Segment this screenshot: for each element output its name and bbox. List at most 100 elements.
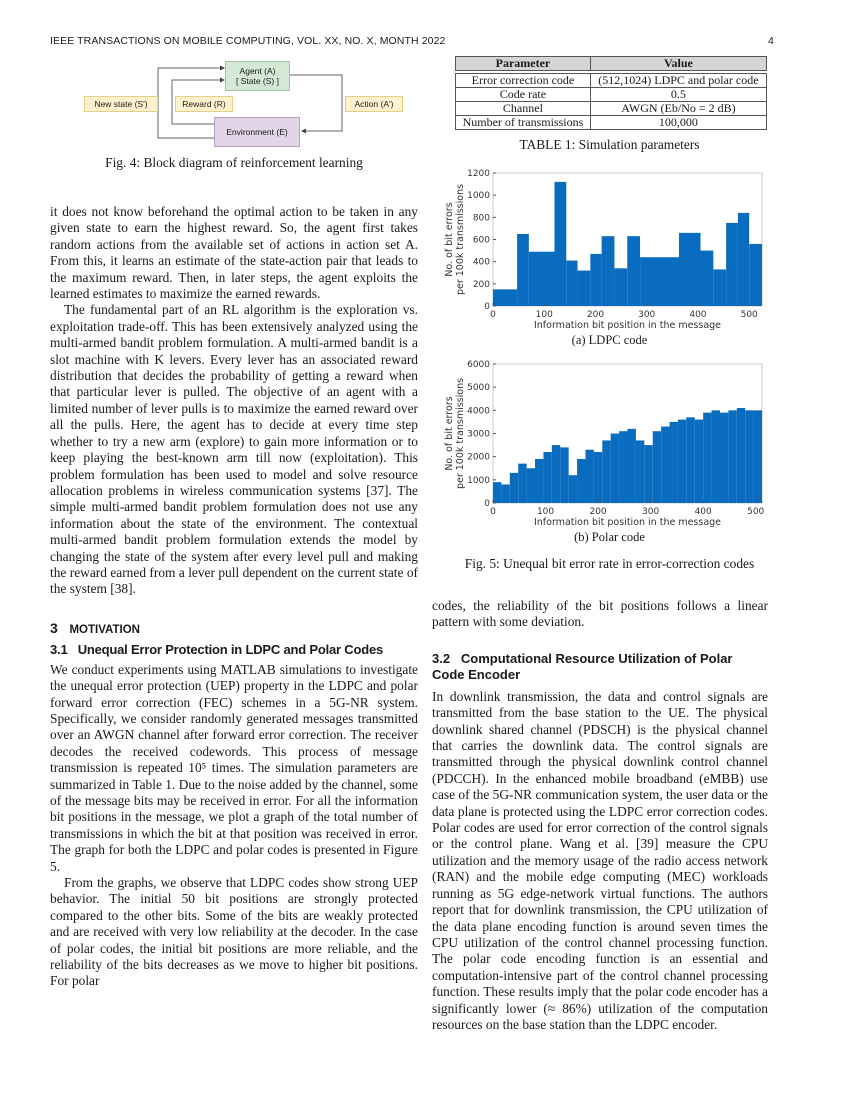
agent-box: Agent (A)[ State (S) ] (225, 61, 290, 91)
ldpc-bit-error-chart: 0 100 200 300 400 500 0 200 400 600 800 1000 1200 Inf… (444, 169, 763, 331)
table-row: Channel AWGN (Eb/No = 2 dB) (455, 101, 768, 116)
bar (644, 445, 653, 503)
x-tick-label: 0 (490, 310, 496, 320)
paragraph: The fundamental part of an RL algorithm … (50, 302, 418, 597)
y-tick-label: 4000 (467, 406, 490, 416)
section-number: 3 (50, 619, 58, 636)
bar (535, 458, 544, 503)
bar (677, 419, 687, 503)
y-axis-label-line2: per 100k transmissions (455, 184, 466, 295)
bar (737, 212, 750, 306)
cell: Channel (455, 101, 591, 116)
section-3-2-heading: 3.2 Computational Resource Utilization o… (432, 650, 737, 682)
bar (518, 463, 527, 503)
y-tick-label: 400 (473, 258, 490, 268)
y-tick-label: 1000 (467, 476, 490, 486)
bar (610, 433, 620, 503)
cell: 100,000 (589, 115, 768, 130)
reward-label: Reward (R) (175, 96, 233, 112)
right-column: codes, the reliability of the bit positi… (432, 598, 768, 1033)
y-axis-label-line2: per 100k transmissions (455, 378, 466, 489)
bar (726, 222, 738, 306)
bar (593, 452, 603, 503)
bar (749, 243, 762, 306)
table-1-caption: TABLE 1: Simulation parameters (519, 137, 700, 152)
bar (694, 419, 704, 503)
bar (551, 445, 561, 503)
bar (554, 181, 567, 306)
bar (745, 410, 754, 503)
table-row: Code rate 0.5 (455, 87, 768, 102)
bar (493, 482, 502, 503)
y-tick-label: 2000 (467, 453, 490, 463)
action-label: Action (A') (345, 96, 403, 112)
bar (627, 428, 636, 503)
environment-box: Environment (E) (214, 117, 300, 147)
bar (560, 447, 569, 503)
y-tick-label: 800 (473, 213, 490, 223)
x-tick-label: 300 (638, 310, 655, 320)
header-value: Value (589, 56, 768, 71)
bar (585, 449, 594, 503)
bar (493, 289, 518, 306)
bar (753, 410, 762, 503)
bar (509, 472, 519, 503)
y-axis-label-line1: No. of bit errors (444, 396, 455, 470)
cell: 0.5 (589, 87, 768, 102)
x-tick-label: 400 (695, 507, 712, 517)
x-tick-label: 200 (589, 507, 606, 517)
x-axis-label: Information bit position in the message (534, 320, 721, 331)
bar (736, 408, 746, 503)
table-row: Number of transmissions 100,000 (455, 115, 768, 130)
y-tick-label: 600 (473, 236, 490, 246)
bar (711, 410, 720, 503)
bar (703, 412, 712, 503)
polar-subcaption: (b) Polar code (574, 530, 645, 544)
x-tick-label: 100 (536, 310, 553, 320)
bar (627, 236, 641, 306)
bar (566, 260, 578, 306)
bar (614, 268, 628, 306)
cell: Number of transmissions (455, 115, 591, 130)
bar (568, 475, 578, 503)
bar (661, 426, 670, 503)
left-column: it does not know beforehand the optimal … (50, 204, 418, 990)
section-3-1-heading: 3.1 Unequal Error Protection in LDPC and… (50, 641, 384, 657)
x-tick-label: 300 (642, 507, 659, 517)
table-row: Error correction code (512,1024) LDPC and… (455, 73, 768, 88)
y-tick-label: 0 (484, 499, 490, 509)
x-tick-label: 200 (587, 310, 604, 320)
bar (602, 440, 611, 503)
y-tick-label: 6000 (467, 360, 490, 370)
bar (577, 458, 586, 503)
x-axis-label: Information bit position in the message (534, 517, 721, 528)
bar (590, 253, 602, 306)
section-3-heading: 3 Motivation (50, 620, 418, 636)
y-axis-label-line1: No. of bit errors (444, 202, 455, 276)
header-parameter: Parameter (455, 56, 591, 71)
y-tick-label: 200 (473, 280, 490, 290)
bar (669, 421, 678, 503)
bar (528, 251, 555, 306)
cell: (512,1024) LDPC and polar code (589, 73, 768, 88)
bar (619, 431, 628, 503)
diagram-arrows (157, 65, 343, 139)
cell: AWGN (Eb/No = 2 dB) (589, 101, 768, 116)
bar (700, 250, 714, 306)
bar (719, 412, 729, 503)
bar (501, 484, 510, 503)
figure-4-caption: Fig. 4: Block diagram of reinforcement l… (105, 155, 363, 170)
bar (577, 270, 591, 306)
paragraph: From the graphs, we observe that LDPC co… (50, 875, 418, 989)
table-header-row: Parameter Value (455, 56, 768, 71)
bar (517, 233, 529, 306)
x-tick-label: 500 (747, 507, 764, 517)
bar (635, 440, 645, 503)
ldpc-subcaption: (a) LDPC code (571, 333, 648, 347)
x-tick-label: 100 (537, 507, 554, 517)
bar (728, 410, 737, 503)
paragraph: it does not know beforehand the optimal … (50, 204, 418, 302)
y-tick-label: 3000 (467, 430, 490, 440)
bar (601, 236, 615, 306)
